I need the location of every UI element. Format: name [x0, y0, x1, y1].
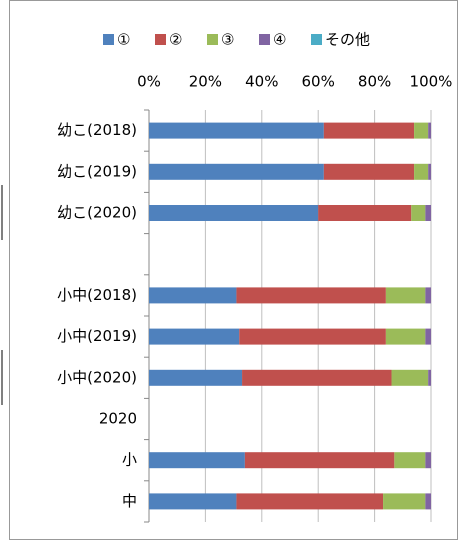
legend-label: ③	[221, 31, 234, 49]
bar-segment	[236, 287, 386, 304]
bar-segment	[149, 163, 324, 180]
x-tick-label: 60%	[302, 73, 335, 91]
bar-segment	[318, 205, 412, 221]
bar-segment	[149, 452, 245, 469]
legend-swatch	[155, 34, 166, 45]
bar-segment	[425, 328, 431, 345]
y-tick-label: 2020	[99, 410, 137, 428]
bar-segment	[425, 205, 431, 221]
bar-segment	[425, 493, 431, 510]
legend-swatch	[311, 34, 322, 45]
bar-segment	[391, 369, 429, 386]
legend-label: ②	[169, 31, 182, 49]
bar-segment	[425, 452, 431, 469]
bar-segment	[244, 452, 395, 469]
y-tick-label: 幼こ(2020)	[57, 204, 137, 222]
bar-segment	[414, 163, 429, 180]
x-tick-label: 0%	[137, 73, 161, 91]
bar-segment	[149, 122, 324, 139]
bar-segment	[323, 163, 415, 180]
bar-segment	[149, 287, 237, 304]
legend-label: ④	[273, 31, 286, 49]
bar-segment	[394, 452, 426, 469]
legend-label: その他	[325, 31, 370, 49]
bar-segment	[385, 328, 426, 345]
bar-segment	[411, 205, 426, 221]
bar-segment	[428, 163, 431, 180]
y-tick-label: 中	[122, 492, 137, 510]
y-tick-label: 小中(2020)	[57, 368, 137, 386]
bar-segment	[149, 493, 237, 510]
bar-segment	[149, 205, 319, 221]
y-tick-label: 小中(2018)	[57, 286, 137, 304]
bar-segment	[149, 328, 240, 345]
legend-swatch	[259, 34, 270, 45]
bar-segment	[242, 369, 392, 386]
bar-segment	[149, 369, 243, 386]
bar-segment	[385, 287, 426, 304]
x-tick-label: 80%	[358, 73, 391, 91]
y-tick-label: 小	[122, 451, 137, 469]
bar-segment	[414, 122, 429, 139]
y-tick-label: 小中(2019)	[57, 327, 137, 345]
bar-segment	[236, 493, 384, 510]
bar-segment	[428, 122, 431, 139]
bar-segment	[239, 328, 386, 345]
x-tick-label: 100%	[410, 73, 453, 91]
legend-swatch	[207, 34, 218, 45]
bar-segment	[428, 369, 431, 386]
y-tick-label: 幼こ(2018)	[57, 121, 137, 139]
legend-label: ①	[117, 31, 130, 49]
bar-segment	[323, 122, 415, 139]
bar-segment	[383, 493, 426, 510]
x-tick-label: 40%	[245, 73, 278, 91]
legend-swatch	[103, 34, 114, 45]
x-tick-label: 20%	[189, 73, 222, 91]
chart-border	[9, 0, 458, 540]
bar-segment	[425, 287, 431, 304]
y-tick-label: 幼こ(2019)	[57, 162, 137, 180]
